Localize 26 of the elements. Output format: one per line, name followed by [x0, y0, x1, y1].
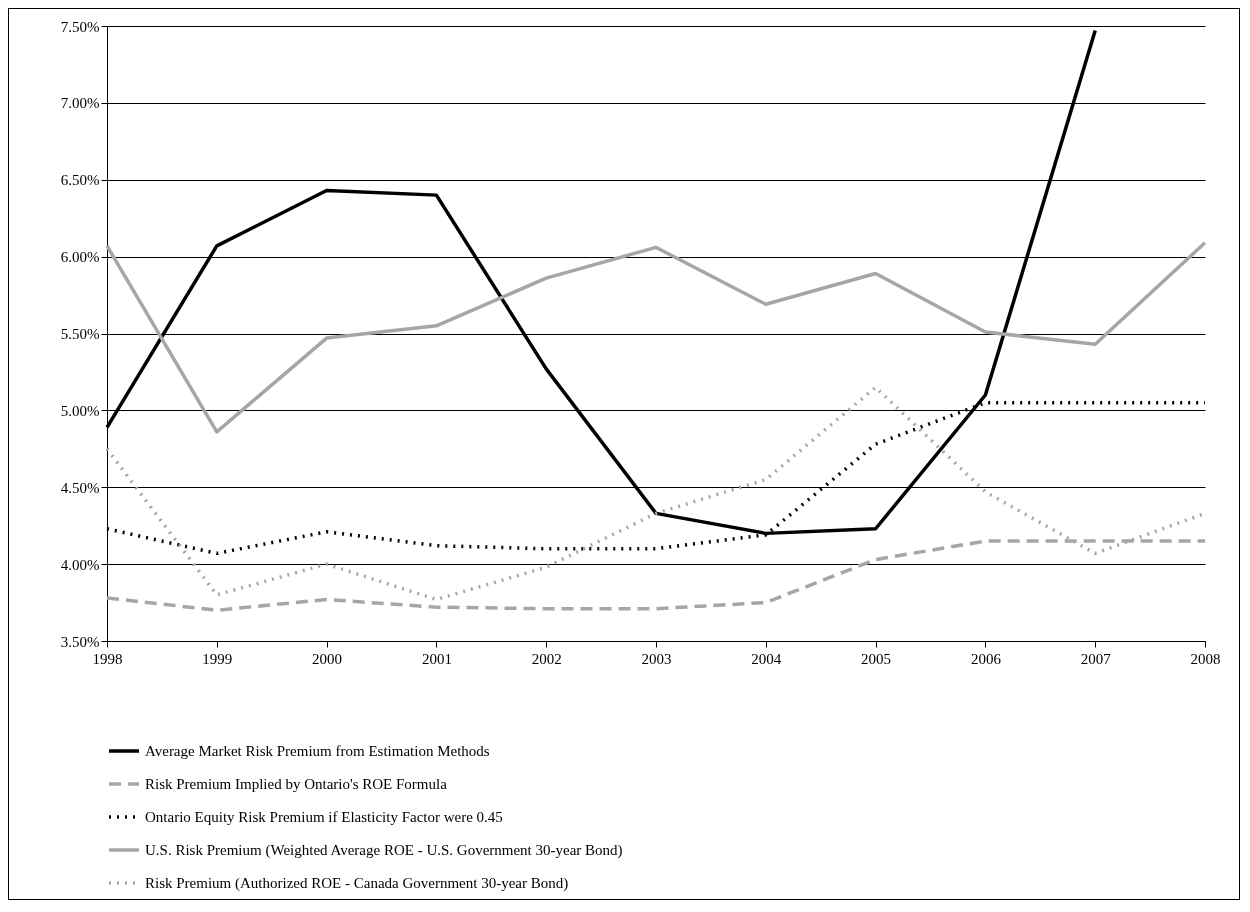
- y-tick-label: 5.50%: [60, 326, 100, 342]
- legend-label: U.S. Risk Premium (Weighted Average ROE - U.S. Government 30-year Bond): [145, 842, 623, 859]
- y-tick-label: 7.00%: [60, 95, 100, 112]
- legend-label: Ontario Equity Risk Premium if Elasticity Factor were 0.45: [145, 809, 503, 825]
- x-tick-label: 1998: [92, 650, 123, 667]
- y-tick-label: 4.00%: [60, 556, 100, 573]
- x-tick-label: 2003: [641, 650, 672, 667]
- x-tick-label: 2000: [312, 650, 343, 667]
- y-tick-label: 6.50%: [60, 172, 100, 189]
- x-tick-label: 1999: [202, 650, 233, 667]
- x-tick-label: 2007: [1080, 650, 1112, 667]
- line-series: [105, 241, 1207, 434]
- y-tick-label: 3.50%: [60, 633, 100, 650]
- y-tick-label: 7.50%: [60, 18, 100, 35]
- y-tick-label: 4.50%: [60, 479, 100, 496]
- x-tick-label: 2004: [751, 650, 782, 667]
- legend-label: Average Market Risk Premium from Estimation Methods: [145, 743, 490, 759]
- x-tick-label: 2001: [421, 650, 452, 667]
- x-tick-label: 2002: [531, 650, 562, 667]
- x-tick-label: 2008: [1190, 650, 1221, 667]
- x-tick-label: 2005: [861, 650, 892, 667]
- x-tick-label: 2006: [970, 650, 1002, 667]
- y-tick-label: 5.00%: [60, 402, 100, 419]
- legend-label: Risk Premium Implied by Ontario's ROE Formula: [145, 776, 448, 792]
- legend-label: Risk Premium (Authorized ROE - Canada Government 30-year Bond): [145, 875, 569, 892]
- y-tick-label: 6.00%: [60, 249, 100, 266]
